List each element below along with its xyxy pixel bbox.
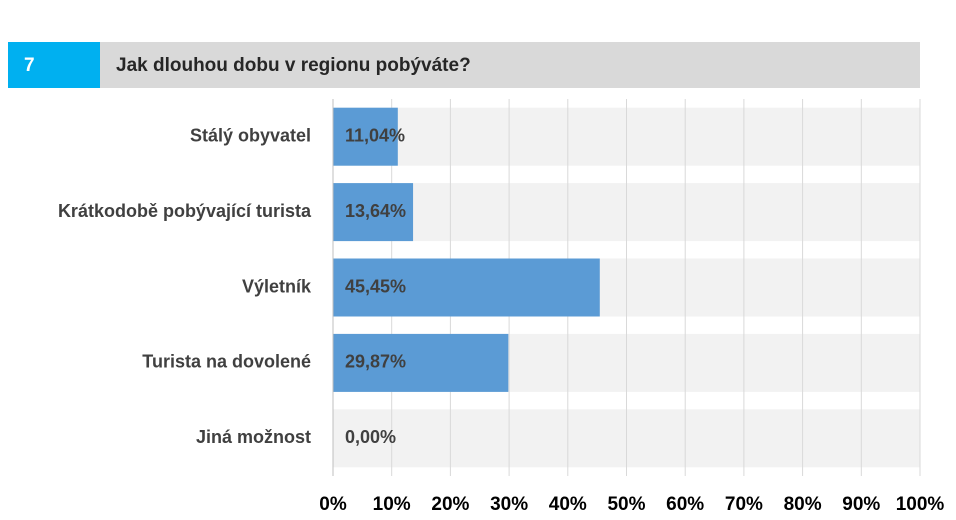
x-tick-label: 40% — [549, 494, 587, 515]
x-tick-label: 10% — [373, 494, 411, 515]
x-tick-label: 100% — [896, 494, 945, 515]
x-tick-label: 20% — [431, 494, 469, 515]
x-tick-label: 50% — [607, 494, 645, 515]
y-tick-label: Výletník — [242, 276, 312, 296]
y-tick-label: Jiná možnost — [196, 427, 311, 447]
value-label: 29,87% — [345, 352, 406, 372]
value-label: 0,00% — [345, 427, 396, 447]
x-tick-label: 90% — [842, 494, 880, 515]
value-label: 45,45% — [345, 276, 406, 296]
x-tick-label: 80% — [784, 494, 822, 515]
y-tick-label: Krátkodobě pobývající turista — [58, 201, 312, 221]
question-number: 7 — [24, 55, 35, 76]
x-tick-label: 0% — [319, 494, 347, 515]
value-label: 11,04% — [345, 125, 405, 145]
y-tick-label: Stálý obyvatel — [190, 125, 311, 145]
x-tick-label: 30% — [490, 494, 528, 515]
bar — [333, 333, 509, 392]
bar — [333, 183, 414, 242]
x-tick-label: 60% — [666, 494, 704, 515]
y-tick-label: Turista na dovolené — [142, 352, 311, 372]
chart-title: Jak dlouhou dobu v regionu pobýváte? — [116, 55, 471, 76]
bar — [333, 258, 600, 317]
header-bar — [100, 42, 920, 88]
question-number-box — [8, 42, 100, 88]
bar — [333, 107, 398, 166]
x-tick-label: 70% — [725, 494, 763, 515]
value-label: 13,64% — [345, 201, 406, 221]
